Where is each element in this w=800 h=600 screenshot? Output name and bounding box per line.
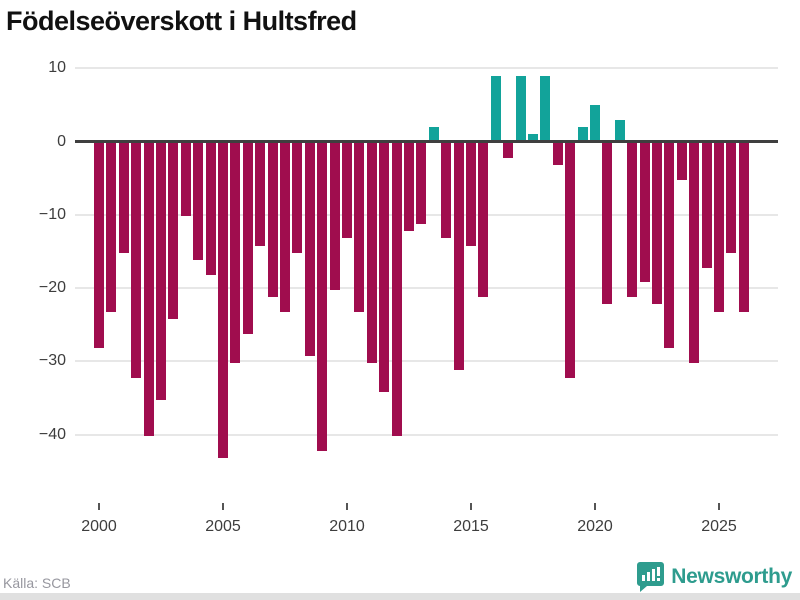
bar-negative <box>143 143 154 437</box>
bar-negative <box>168 143 179 319</box>
x-axis-tick-mark <box>470 503 472 510</box>
bar-negative <box>205 143 216 276</box>
x-axis-tick-label: 2005 <box>205 518 241 535</box>
bar-negative <box>366 143 377 363</box>
bar-negative <box>689 143 700 363</box>
bar-negative <box>180 143 191 217</box>
bar-negative <box>453 143 464 371</box>
bar-negative <box>404 143 414 232</box>
bar-negative <box>342 143 352 239</box>
x-axis-tick-label: 2000 <box>81 518 117 535</box>
bar-negative <box>602 143 613 305</box>
y-axis-tick-label: −30 <box>38 352 66 370</box>
bar-positive <box>428 127 439 142</box>
bar-negative <box>503 143 514 158</box>
newsworthy-logo: Newsworthy <box>637 560 792 594</box>
bar-negative <box>193 143 204 261</box>
bar-negative <box>156 143 166 400</box>
bar-negative <box>664 143 675 349</box>
bar-negative <box>726 143 737 254</box>
gridline <box>75 287 778 290</box>
bar-negative <box>304 143 315 356</box>
bar-chart-speech-bubble-icon <box>637 562 665 592</box>
bar-negative <box>466 143 476 246</box>
bar-negative <box>292 143 303 254</box>
y-axis-tick-label: −40 <box>38 425 66 443</box>
bar-negative <box>565 143 576 378</box>
brand-name: Newsworthy <box>671 565 792 588</box>
gridline <box>75 67 778 70</box>
x-axis-tick-label: 2020 <box>577 518 613 535</box>
bar-negative <box>317 143 328 451</box>
x-axis-tick-mark <box>594 503 596 510</box>
gridline <box>75 433 778 436</box>
bar-negative <box>94 143 104 349</box>
gridline <box>75 213 778 216</box>
bar-negative <box>627 143 638 297</box>
bar-negative <box>391 143 402 437</box>
bar-negative <box>230 143 241 363</box>
bar-negative <box>255 143 266 246</box>
bar-negative <box>701 143 712 268</box>
y-axis-tick-label: 0 <box>57 132 66 150</box>
source-note: Källa: SCB <box>3 575 71 591</box>
x-axis-tick-mark <box>98 503 100 510</box>
bar-negative <box>242 143 253 334</box>
bar-negative <box>416 143 427 224</box>
chart-title: Födelseöverskott i Hultsfred <box>6 6 357 36</box>
bar-negative <box>738 143 749 312</box>
bar-negative <box>379 143 390 393</box>
zero-line <box>75 140 778 144</box>
bar-negative <box>329 143 340 290</box>
bar-negative <box>676 143 687 180</box>
bar-negative <box>106 143 117 312</box>
bar-positive <box>540 75 551 142</box>
bottom-strip <box>0 593 800 600</box>
x-axis-tick-mark <box>718 503 720 510</box>
bar-negative <box>131 143 142 378</box>
bar-negative <box>354 143 365 312</box>
bar-negative <box>267 143 278 297</box>
bar-positive <box>590 105 600 142</box>
bar-negative <box>118 143 129 254</box>
x-axis-tick-label: 2025 <box>701 518 737 535</box>
y-axis-tick-label: −10 <box>38 205 66 223</box>
x-axis-tick-label: 2015 <box>453 518 489 535</box>
x-axis-tick-label: 2010 <box>329 518 365 535</box>
bar-positive <box>577 127 588 142</box>
bar-negative <box>218 143 228 459</box>
bar-negative <box>652 143 662 305</box>
bar-negative <box>478 143 489 297</box>
bar-negative <box>714 143 724 312</box>
bar-positive <box>490 75 501 142</box>
bar-negative <box>552 143 563 166</box>
bar-negative <box>639 143 650 283</box>
y-axis-tick-label: −20 <box>38 279 66 297</box>
x-axis-tick-mark <box>222 503 224 510</box>
bar-negative <box>280 143 290 312</box>
bar-positive <box>515 75 526 142</box>
gridline <box>75 360 778 363</box>
x-axis-tick-mark <box>346 503 348 510</box>
bar-negative <box>441 143 452 239</box>
bar-positive <box>614 119 625 142</box>
bar-positive <box>528 134 538 142</box>
y-axis-tick-label: 10 <box>48 59 66 77</box>
